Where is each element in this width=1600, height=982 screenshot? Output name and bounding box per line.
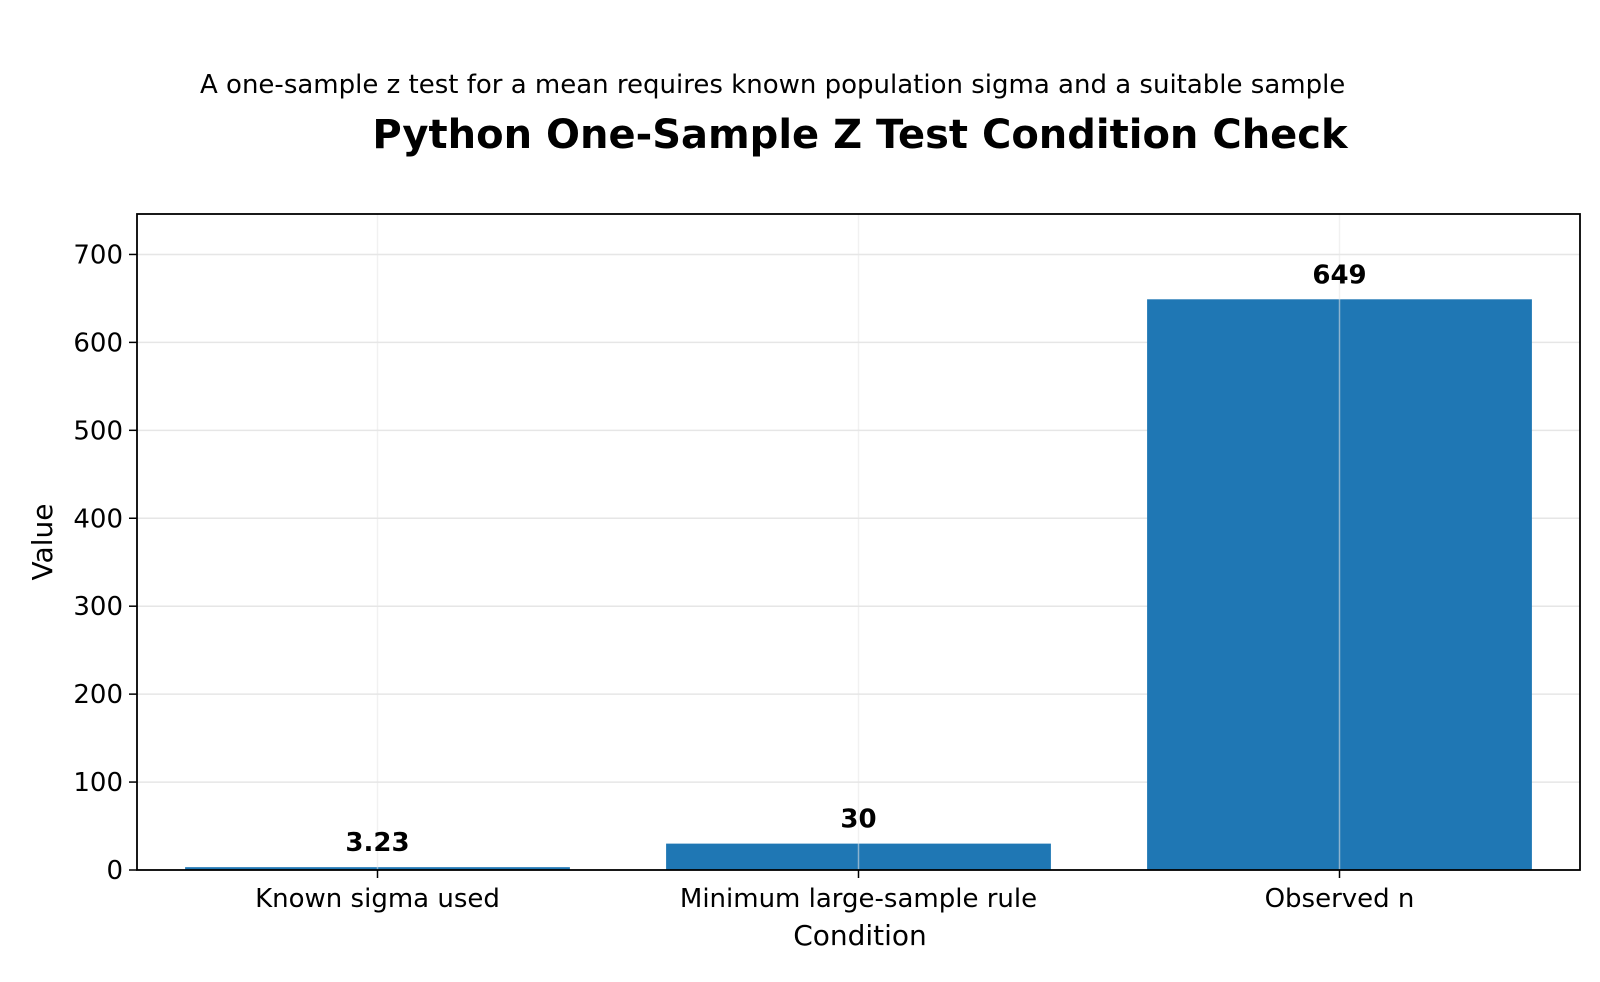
axes: 0 100 200 300 400 500 600 700 Known sigma used Mi… [73, 213, 1581, 914]
y-tick-label: 0 [106, 856, 123, 886]
chart-subtitle: A one-sample z test for a mean requires … [200, 70, 1345, 100]
y-tick-label: 100 [73, 768, 123, 798]
x-tick-label: Known sigma used [255, 884, 500, 914]
bar-value-labels: 3.23 30 649 [345, 260, 1366, 858]
plot-frame [136, 213, 1581, 871]
bar-value-label: 649 [1312, 260, 1366, 290]
y-tick-label: 200 [73, 680, 123, 710]
y-tick-label: 600 [73, 328, 123, 358]
y-axis-label: Value [26, 504, 59, 581]
y-tick-label: 500 [73, 416, 123, 446]
x-tick-label: Minimum large-sample rule [680, 884, 1037, 914]
vertical-grid-lines [376, 214, 1341, 870]
y-tick-label: 400 [73, 504, 123, 534]
chart-title: Python One-Sample Z Test Condition Check [372, 112, 1349, 158]
bar-value-label: 30 [840, 805, 876, 835]
x-tick-label: Observed n [1265, 884, 1415, 914]
y-tick-label: 700 [73, 240, 123, 270]
y-tick-label: 300 [73, 592, 123, 622]
x-axis-label: Condition [793, 919, 927, 952]
bar-value-label: 3.23 [345, 828, 409, 858]
